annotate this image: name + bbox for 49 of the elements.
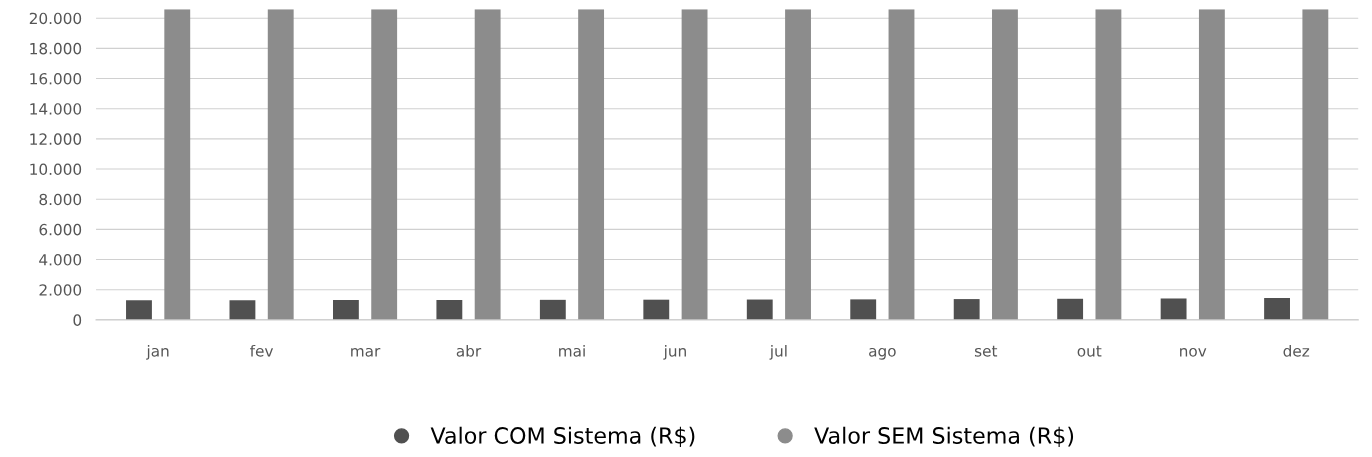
bar	[850, 299, 877, 320]
bar	[332, 299, 359, 320]
x-tick-label: mai	[559, 344, 585, 357]
bar	[1264, 298, 1290, 320]
bar	[1095, 9, 1122, 320]
x-tick-label: dez	[1283, 344, 1310, 357]
x-tick-label: jun	[663, 344, 686, 360]
y-tick-label: 10.000	[30, 163, 82, 176]
bar	[539, 299, 566, 320]
bar	[474, 9, 501, 320]
y-tick-label: 2.000	[39, 284, 82, 296]
y-tick-label: 20.000	[29, 12, 82, 25]
y-tick-label: 14.000	[30, 103, 82, 115]
x-tick-label: abr	[456, 344, 482, 357]
x-tick-label: jul	[769, 344, 787, 360]
y-tick-label: 0	[73, 314, 82, 326]
bar	[164, 9, 191, 320]
bar	[1198, 9, 1225, 320]
bar	[126, 300, 152, 320]
bar	[992, 9, 1018, 320]
legend-label: Valor COM Sistema (R$)	[430, 426, 695, 447]
x-tick-label: fev	[250, 344, 274, 357]
x-tick-label: nov	[1180, 347, 1207, 357]
bar	[1302, 9, 1329, 320]
bar	[746, 299, 773, 320]
x-tick-label: ago	[869, 347, 896, 360]
y-tick-label: 12.000	[30, 133, 82, 145]
bar	[229, 300, 256, 320]
bar	[1057, 298, 1084, 320]
bar	[953, 299, 980, 320]
x-tick-label: jan	[146, 344, 169, 360]
bar	[785, 9, 811, 320]
bar	[436, 299, 463, 320]
y-tick-label: 16.000	[30, 73, 82, 85]
bar	[643, 299, 670, 320]
bar	[267, 9, 294, 320]
y-tick-label: 6.000	[39, 223, 82, 236]
x-tick-label: mar	[351, 347, 381, 357]
y-tick-label: 8.000	[39, 193, 82, 206]
bar	[888, 9, 915, 320]
y-tick-label: 4.000	[39, 254, 82, 266]
x-tick-label: out	[1077, 345, 1102, 357]
legend-label: Valor SEM Sistema (R$)	[814, 426, 1074, 447]
bar	[371, 9, 398, 320]
bar	[681, 9, 708, 320]
y-tick-label: 18.000	[30, 42, 82, 55]
bar	[1160, 298, 1187, 320]
x-tick-label: set	[974, 345, 998, 357]
bar	[578, 9, 605, 320]
